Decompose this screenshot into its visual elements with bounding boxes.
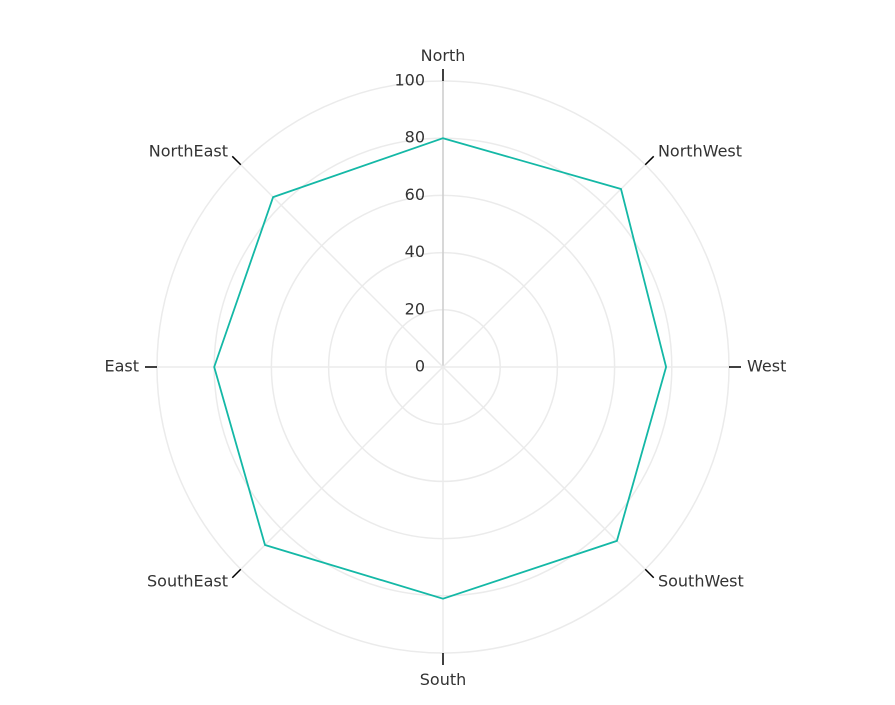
category-label-north: North [421,46,466,65]
series-layer [212,136,668,601]
category-label-southeast: SouthEast [147,571,228,590]
tick-mark-northwest [644,155,655,166]
radial-tick-label-80: 80 [405,128,425,147]
radial-tick-label-40: 40 [405,242,425,261]
data-point-northeast [271,195,275,199]
spoke-northwest [442,164,646,368]
label-layer: North NorthWest West SouthWest South SouthEas… [104,46,786,689]
data-point-east [212,365,216,369]
tick-mark-northeast [231,155,242,166]
spoke-northeast [240,164,444,368]
spoke-southeast [240,366,444,570]
category-label-southwest: SouthWest [658,571,744,590]
radial-tick-label-20: 20 [405,299,425,318]
spoke-southwest [442,366,646,570]
series-line-0 [213,137,668,600]
data-point-southeast [263,543,267,547]
data-point-south [441,597,445,601]
tick-mark-southeast [231,568,242,579]
radial-tick-label-100: 100 [394,71,425,90]
grid-layer [145,69,741,665]
category-label-south: South [420,670,467,689]
data-point-north [441,136,445,140]
data-point-west [664,365,668,369]
category-label-northeast: NorthEast [149,142,228,161]
category-label-east: East [104,357,139,376]
data-point-southwest [615,539,619,543]
radial-tick-label-60: 60 [405,185,425,204]
category-label-northwest: NorthWest [658,142,742,161]
radial-tick-label-0: 0 [415,357,425,376]
tick-mark-southwest [644,568,655,579]
category-label-west: West [747,357,786,376]
data-point-northwest [619,187,623,191]
